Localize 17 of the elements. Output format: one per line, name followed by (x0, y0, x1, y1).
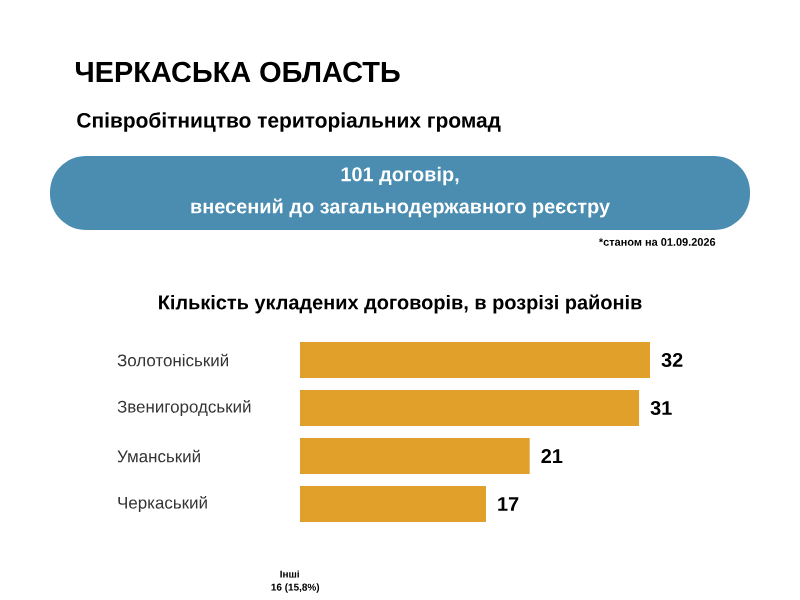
y-tick-label: Звенигородський (117, 399, 251, 417)
text: внесений до загальнодержавного реєстру (191, 198, 610, 218)
bar (300, 390, 640, 426)
data-label: 21 (541, 449, 563, 463)
data-label: 31 (650, 400, 672, 416)
data-label: 17 (498, 497, 519, 511)
chart-subtitle: Співробітництво територіальних громад (77, 112, 501, 132)
text: Кількість укладених договорів, в розрізі районів (159, 294, 642, 314)
bar (300, 438, 530, 474)
bar (300, 486, 486, 523)
y-tick-label: Уманський (117, 449, 200, 463)
chart-title: ЧЕРКАСЬКА ОБЛАСТЬ (75, 61, 400, 83)
y-tick-label: Черкаський (118, 495, 207, 513)
text: 101 договір, (341, 166, 459, 186)
data-label: 32 (661, 352, 683, 368)
y-tick-label: Золотоніський (117, 353, 228, 367)
bar (300, 342, 651, 378)
